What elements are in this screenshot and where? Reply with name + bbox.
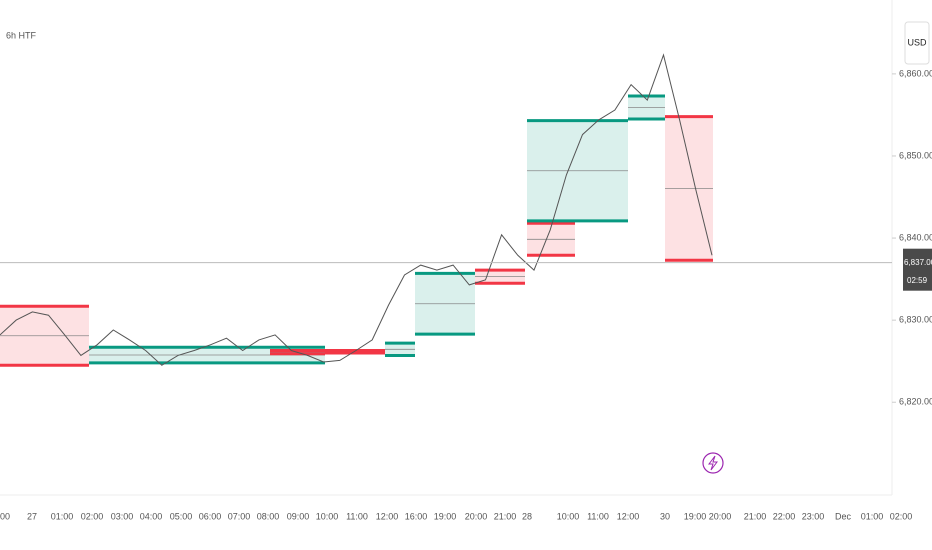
event-bolt [708,455,718,471]
x-tick-label: 03:00 [111,511,134,521]
x-tick-label: 11:00 [587,511,609,521]
x-tick-label: 05:00 [170,511,193,521]
currency-button[interactable] [904,21,930,65]
x-tick-label: 19:00 [684,511,707,521]
x-tick-label: 28 [522,511,532,521]
y-tick-label: 6,860.00 [899,68,932,78]
y-tick-label: 6,830.00 [899,315,932,325]
x-tick-label: 22:00 [773,511,796,521]
x-tick-label: 11:00 [346,511,368,521]
x-tick-label: 00 [0,511,10,521]
chart-title: 6h HTF [6,30,37,40]
x-tick-label: 21:00 [494,511,517,521]
y-tick-label: 6,840.00 [899,232,932,242]
x-tick-label: 02:00 [81,511,104,521]
price-tag-label: 6,837.00 [904,258,932,267]
x-tick-label: 23:00 [802,511,825,521]
x-tick-label: 10:00 [316,511,339,521]
x-tick-label: 10:00 [557,511,580,521]
x-tick-label: 19:00 [434,511,457,521]
currency-label: USD [907,37,927,47]
x-tick-label: 27 [27,511,37,521]
y-tick-label: 6,850.00 [899,150,932,160]
x-tick-label: 01:00 [51,511,74,521]
price-tag [903,248,932,291]
x-tick-label: 30 [660,511,670,521]
x-tick-label: 06:00 [199,511,222,521]
x-tick-label: 07:00 [228,511,251,521]
x-tick-label: 08:00 [257,511,280,521]
x-tick-label: 09:00 [287,511,310,521]
x-tick-label: 04:00 [140,511,163,521]
x-tick-label: 16:00 [405,511,428,521]
event-icon[interactable] [702,452,724,474]
y-tick-label: 6,820.00 [899,397,932,407]
x-tick-label: 12:00 [617,511,640,521]
x-tick-label: 01:00 [861,511,884,521]
x-tick-label: Dec [835,511,852,521]
x-tick-label: 12:00 [376,511,399,521]
x-tick-label: 21:00 [744,511,767,521]
price-line [0,53,713,366]
x-tick-label: 02:00 [890,511,913,521]
x-tick-label: 20:00 [465,511,488,521]
countdown-label: 02:59 [907,276,928,285]
x-tick-label: 20:00 [709,511,732,521]
